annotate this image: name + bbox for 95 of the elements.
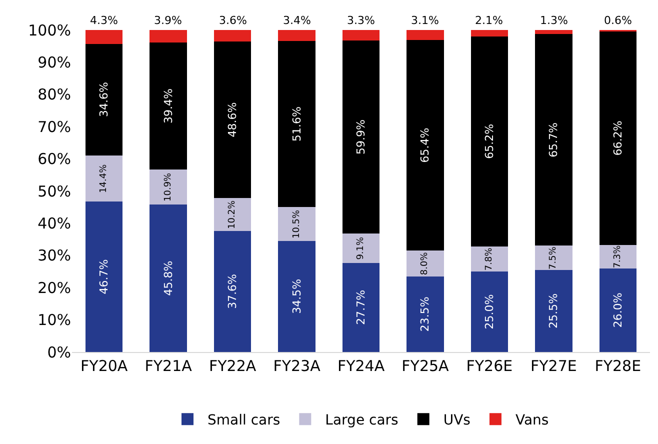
data-label: 1.3% bbox=[540, 14, 568, 27]
bar bbox=[342, 30, 380, 41]
legend-label: UVs bbox=[443, 412, 470, 429]
bar bbox=[85, 155, 123, 202]
data-label: 4.3% bbox=[90, 14, 118, 27]
bar bbox=[214, 42, 252, 198]
bar bbox=[470, 36, 508, 246]
data-label: 25.0% bbox=[482, 294, 496, 330]
bar bbox=[150, 204, 187, 352]
data-label: 10.5% bbox=[292, 209, 302, 239]
x-tick-label: FY24A bbox=[337, 357, 386, 375]
data-label: 7.3% bbox=[612, 244, 623, 268]
bar bbox=[214, 198, 252, 231]
x-tick-label: FY21A bbox=[144, 357, 193, 375]
bar bbox=[278, 207, 316, 241]
bar bbox=[406, 276, 444, 352]
data-label: 65.2% bbox=[482, 124, 496, 159]
data-label: 2.1% bbox=[475, 14, 503, 27]
data-label: 34.5% bbox=[290, 278, 304, 314]
data-label: 26.0% bbox=[611, 292, 624, 328]
bar bbox=[342, 262, 380, 352]
x-tick-label: FY25A bbox=[402, 357, 450, 375]
bar bbox=[150, 169, 187, 205]
legend-label: Vans bbox=[515, 412, 549, 429]
bar bbox=[406, 40, 444, 251]
bar bbox=[470, 272, 508, 352]
bar bbox=[214, 30, 252, 42]
bar bbox=[470, 246, 508, 272]
bar bbox=[278, 40, 316, 208]
data-label: 25.5% bbox=[547, 293, 560, 328]
data-label: 37.6% bbox=[226, 274, 240, 309]
bar bbox=[342, 40, 380, 234]
data-label: 7.8% bbox=[484, 247, 494, 271]
bar bbox=[150, 42, 187, 170]
x-tick-label: FY26E bbox=[466, 357, 513, 375]
y-tick-label: 30% bbox=[38, 246, 71, 265]
data-label: 0.6% bbox=[604, 14, 632, 27]
y-tick-label: 0% bbox=[47, 343, 71, 362]
data-label: 23.5% bbox=[418, 296, 432, 332]
x-tick-label: FY20A bbox=[80, 357, 128, 375]
data-label: 7.5% bbox=[548, 246, 559, 270]
y-tick-label: 70% bbox=[38, 118, 71, 136]
x-tick-label: FY22A bbox=[208, 357, 257, 375]
bar bbox=[599, 32, 637, 245]
data-label: 10.9% bbox=[163, 172, 174, 202]
data-label: 46.7% bbox=[98, 259, 111, 294]
legend-label: Large cars bbox=[325, 412, 398, 429]
data-label: 3.1% bbox=[411, 14, 439, 27]
data-label: 65.4% bbox=[418, 128, 432, 163]
bar bbox=[535, 30, 572, 34]
data-label: 27.7% bbox=[354, 290, 368, 325]
bar bbox=[85, 202, 123, 352]
data-label: 3.9% bbox=[154, 14, 182, 27]
data-label: 3.3% bbox=[347, 14, 375, 27]
bar bbox=[535, 246, 572, 270]
data-label: 9.1% bbox=[356, 236, 366, 260]
data-label: 14.4% bbox=[99, 164, 110, 193]
data-label: 48.6% bbox=[226, 102, 240, 138]
y-tick-label: 10% bbox=[38, 311, 71, 330]
data-label: 51.6% bbox=[290, 106, 304, 142]
bar bbox=[278, 240, 316, 352]
data-label: 8.0% bbox=[420, 252, 430, 276]
data-label: 3.4% bbox=[283, 14, 311, 27]
bar bbox=[535, 270, 572, 352]
data-label: 65.7% bbox=[547, 122, 560, 158]
x-tick-label: FY23A bbox=[273, 357, 322, 375]
bar bbox=[150, 30, 187, 43]
data-label: 59.9% bbox=[354, 120, 368, 155]
data-label: 34.6% bbox=[98, 82, 111, 118]
y-tick-label: 60% bbox=[38, 150, 71, 168]
x-tick-label: FY27E bbox=[530, 357, 577, 375]
bar bbox=[278, 30, 316, 41]
bar bbox=[342, 234, 380, 263]
y-tick-label: 100% bbox=[28, 21, 71, 40]
y-tick-label: 50% bbox=[38, 182, 71, 200]
y-tick-label: 80% bbox=[38, 86, 71, 104]
bar bbox=[535, 34, 572, 246]
x-tick-label: FY28E bbox=[594, 357, 642, 375]
bar bbox=[85, 30, 123, 44]
data-label: 66.2% bbox=[611, 120, 624, 156]
data-label: 39.4% bbox=[162, 88, 175, 124]
bar bbox=[599, 268, 637, 352]
y-tick-label: 40% bbox=[38, 214, 71, 232]
data-label: 10.2% bbox=[228, 200, 238, 230]
legend-label: Small cars bbox=[208, 412, 280, 429]
data-label: 3.6% bbox=[219, 14, 247, 27]
data-label: 45.8% bbox=[162, 260, 175, 296]
bar bbox=[406, 30, 444, 40]
bar bbox=[85, 44, 123, 156]
bar bbox=[406, 250, 444, 276]
y-tick-label: 20% bbox=[38, 278, 71, 297]
y-tick-label: 90% bbox=[38, 53, 71, 72]
bar bbox=[214, 230, 252, 352]
bar bbox=[599, 244, 637, 268]
bar bbox=[470, 30, 508, 36]
